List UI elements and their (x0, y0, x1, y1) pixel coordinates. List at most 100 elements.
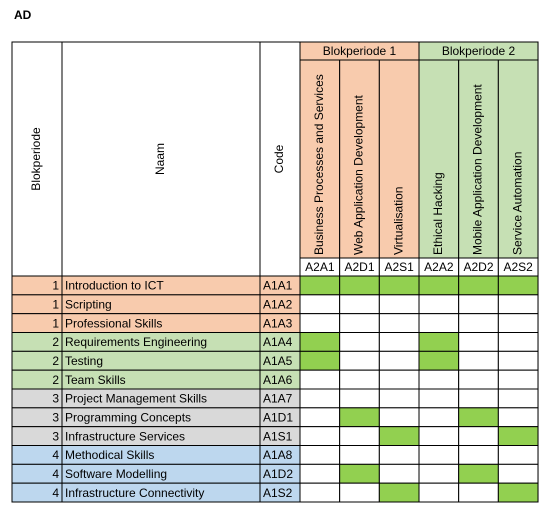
empty-cell (458, 388, 499, 409)
mark-cell (458, 407, 499, 428)
empty-cell (378, 407, 420, 428)
empty-cell (299, 407, 341, 428)
empty-cell (378, 294, 420, 315)
row-period: 4 (52, 448, 59, 462)
row-code: A1S2 (263, 486, 293, 500)
row-period: 2 (52, 373, 59, 387)
mark-cell (497, 275, 539, 296)
empty-cell (497, 313, 539, 333)
empty-cell (497, 369, 539, 390)
empty-cell (339, 369, 380, 390)
row-code: A1A2 (263, 297, 293, 311)
empty-cell (378, 332, 420, 352)
row-code: A1S1 (263, 429, 293, 443)
empty-cell (378, 369, 420, 390)
empty-cell (299, 482, 341, 503)
course-code: A2A2 (424, 260, 454, 274)
empty-cell (497, 407, 539, 428)
course-name: Web Application Development (352, 94, 366, 255)
mark-cell (458, 463, 499, 484)
row-code: A1A4 (263, 335, 293, 349)
header-cell (61, 41, 261, 277)
empty-cell (497, 332, 539, 352)
row-period: 1 (52, 297, 59, 311)
empty-cell (458, 294, 499, 315)
mark-cell (418, 332, 460, 352)
group-label: Blokperiode 2 (442, 44, 516, 58)
empty-cell (418, 313, 460, 333)
mark-cell (299, 275, 341, 296)
page-title: AD (14, 8, 32, 22)
course-name: Virtualisation (391, 187, 405, 255)
empty-cell (418, 388, 460, 409)
course-code: A2S1 (384, 260, 414, 274)
row-name: Project Management Skills (65, 392, 207, 406)
row-name: Testing (65, 354, 103, 368)
empty-cell (299, 294, 341, 315)
empty-cell (497, 294, 539, 315)
mark-cell (339, 463, 380, 484)
empty-cell (458, 332, 499, 352)
empty-cell (418, 445, 460, 465)
course-name: Business Processes and Services (312, 74, 326, 255)
group-label: Blokperiode 1 (323, 44, 397, 58)
empty-cell (339, 426, 380, 446)
mark-cell (378, 275, 420, 296)
mark-cell (378, 426, 420, 446)
row-code: A1A8 (263, 448, 293, 462)
row-period: 1 (52, 279, 59, 293)
course-code: A2D1 (344, 260, 374, 274)
row-period: 2 (52, 354, 59, 368)
row-name: Infrastructure Connectivity (65, 486, 204, 500)
table-border (11, 41, 539, 503)
row-code: A1A3 (263, 316, 293, 330)
mark-cell (497, 482, 539, 503)
header-cell (11, 41, 63, 277)
mark-cell (339, 275, 380, 296)
mark-cell (458, 275, 499, 296)
empty-cell (299, 463, 341, 484)
row-period: 4 (52, 486, 59, 500)
mark-cell (299, 332, 341, 352)
empty-cell (418, 407, 460, 428)
empty-cell (458, 426, 499, 446)
course-cell (418, 59, 460, 259)
empty-cell (458, 350, 499, 371)
row-period: 2 (52, 335, 59, 349)
empty-cell (378, 388, 420, 409)
row-period: 4 (52, 467, 59, 481)
row-name: Programming Concepts (65, 410, 191, 424)
empty-cell (378, 463, 420, 484)
empty-cell (299, 388, 341, 409)
row-period: 3 (52, 429, 59, 443)
empty-cell (458, 445, 499, 465)
mark-cell (418, 275, 460, 296)
empty-cell (339, 482, 380, 503)
empty-cell (299, 313, 341, 333)
mark-cell (418, 350, 460, 371)
row-name: Methodical Skills (65, 448, 154, 462)
header-label: Blokperiode (29, 127, 43, 191)
row-name: Team Skills (65, 373, 126, 387)
course-name: Service Automation (510, 152, 524, 255)
row-code: A1A7 (263, 392, 293, 406)
mark-cell (339, 407, 380, 428)
empty-cell (418, 294, 460, 315)
header-label: Code (272, 144, 286, 173)
row-code: A1A1 (263, 279, 293, 293)
empty-cell (339, 388, 380, 409)
empty-cell (299, 369, 341, 390)
mark-cell (497, 426, 539, 446)
empty-cell (497, 350, 539, 371)
empty-cell (458, 369, 499, 390)
empty-cell (299, 426, 341, 446)
empty-cell (418, 426, 460, 446)
row-code: A1A5 (263, 354, 293, 368)
row-code: A1D1 (263, 410, 293, 424)
empty-cell (497, 388, 539, 409)
empty-cell (458, 482, 499, 503)
row-name: Software Modelling (65, 467, 167, 481)
row-period: 1 (52, 316, 59, 330)
empty-cell (378, 445, 420, 465)
